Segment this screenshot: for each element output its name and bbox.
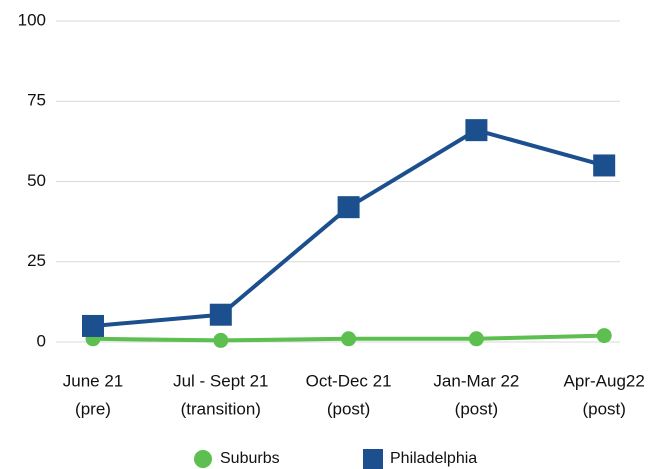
series-line xyxy=(92,128,605,328)
marker xyxy=(593,154,616,177)
y-tick-label: 100 xyxy=(18,10,46,29)
legend-swatch xyxy=(194,450,212,468)
marker xyxy=(465,119,488,142)
marker xyxy=(337,196,360,219)
marker xyxy=(468,331,484,347)
x-tick-label: (post) xyxy=(327,399,370,418)
legend-label: Philadelphia xyxy=(390,450,477,467)
legend-label: Suburbs xyxy=(220,450,280,467)
x-tick-label: (post) xyxy=(455,399,498,418)
legend-swatch xyxy=(363,449,383,469)
x-tick-label: (pre) xyxy=(75,399,111,418)
marker xyxy=(213,332,229,348)
marker xyxy=(596,328,612,344)
marker xyxy=(341,331,357,347)
y-tick-label: 0 xyxy=(37,331,46,350)
marker xyxy=(82,314,104,337)
x-tick-label: Jan-Mar 22 xyxy=(433,371,519,390)
x-tick-label: (post) xyxy=(582,399,625,418)
x-tick-label: Oct-Dec 21 xyxy=(306,371,392,390)
y-tick-label: 75 xyxy=(27,91,46,110)
x-tick-label: Apr-Aug22 xyxy=(564,371,645,390)
marker xyxy=(209,303,232,326)
x-tick-label: (transition) xyxy=(181,399,261,418)
x-tick-label: June 21 xyxy=(63,371,124,390)
x-tick-label: Jul - Sept 21 xyxy=(173,371,268,390)
y-tick-label: 25 xyxy=(27,251,46,270)
y-tick-label: 50 xyxy=(27,171,46,190)
